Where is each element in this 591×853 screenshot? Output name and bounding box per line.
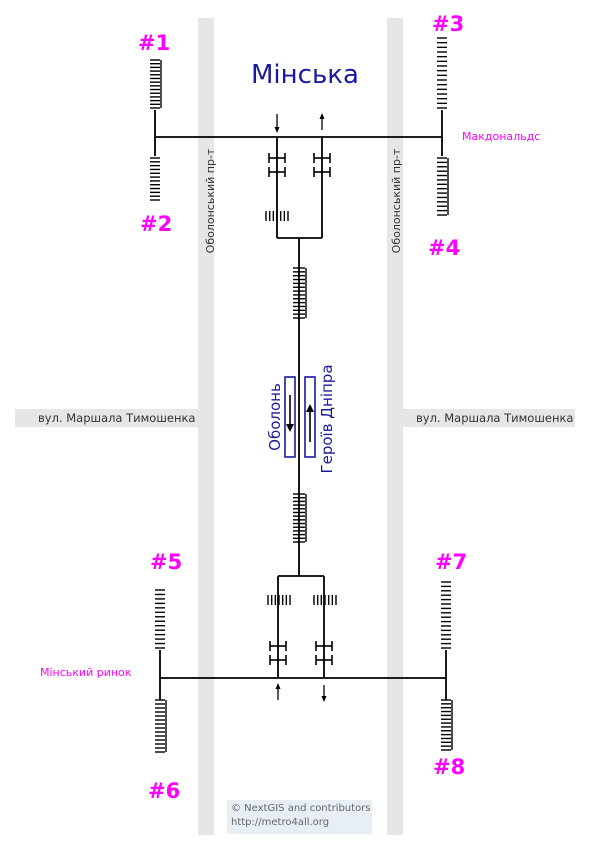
avenue-label-left: Оболонський пр-т <box>204 148 217 254</box>
landmark-minskyi-market: Мінський ринок <box>40 666 132 679</box>
passage-lines <box>154 110 447 700</box>
avenue-label-right: Оболонський пр-т <box>390 148 403 254</box>
exit-6-label: #6 <box>148 779 181 803</box>
track-box-left <box>284 376 296 458</box>
avenue-band-right <box>387 18 403 835</box>
credits-copyright: © NextGIS and contributors <box>231 803 371 814</box>
flow-arrowhead-in-top <box>274 127 280 133</box>
direction-heroiv-dnipra: Героїв Дніпра <box>318 364 336 474</box>
stairs-group <box>150 37 453 753</box>
track-arrowhead-left <box>286 424 294 432</box>
flow-arrowhead-out-top <box>319 113 325 119</box>
exit-1-label: #1 <box>138 31 171 55</box>
flow-arrowhead-in-bottom <box>275 683 281 689</box>
direction-obolon: Оболонь <box>266 383 284 451</box>
exit-5-label: #5 <box>150 550 183 574</box>
credits-url[interactable]: http://metro4all.org <box>231 817 330 828</box>
exit-8-label: #8 <box>433 755 466 779</box>
street-label-right: вул. Маршала Тимошенка <box>416 411 574 425</box>
station-title: Мінська <box>251 60 359 90</box>
exit-7-label: #7 <box>435 550 468 574</box>
street-band-left <box>15 409 198 427</box>
track-arrowhead-right <box>306 404 314 412</box>
flow-arrowhead-out-bottom <box>321 696 327 702</box>
landmark-mcdonalds: Макдональдс <box>462 130 541 143</box>
credits-box: © NextGIS and contributors http://metro4… <box>227 800 372 834</box>
exit-2-label: #2 <box>140 212 173 236</box>
exit-4-label: #4 <box>428 236 461 260</box>
exit-3-label: #3 <box>432 12 465 36</box>
track-box-right <box>304 376 316 458</box>
avenue-band-left <box>198 18 214 835</box>
street-label-left: вул. Маршала Тимошенка <box>38 411 196 425</box>
street-band-right <box>403 409 575 427</box>
